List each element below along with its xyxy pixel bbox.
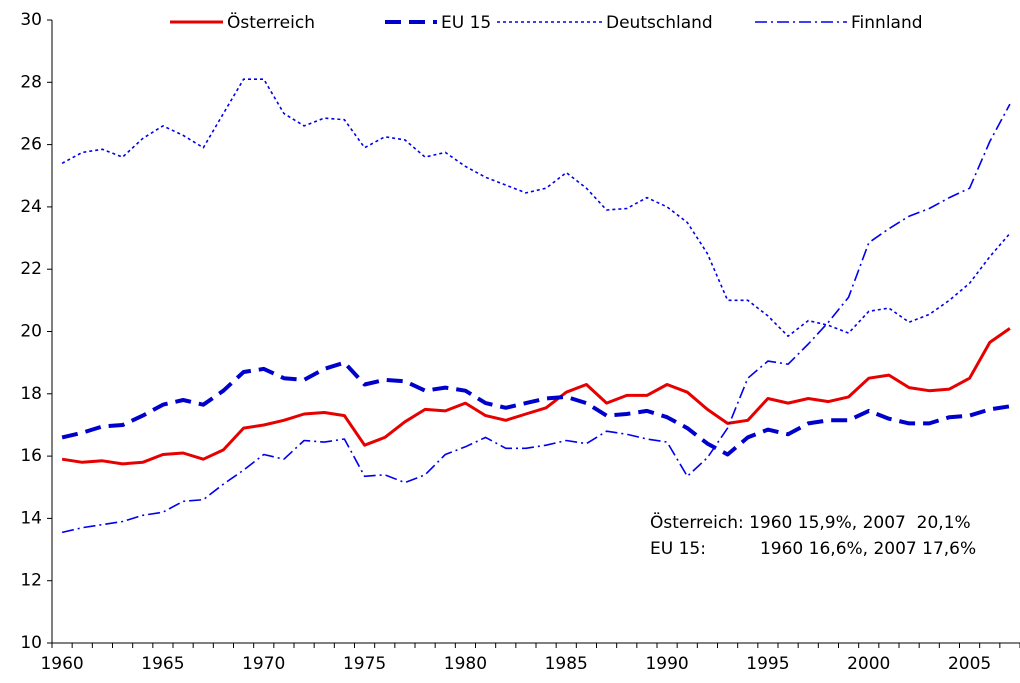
series-line: [61, 360, 1011, 457]
x-tick-label: 1970: [242, 654, 285, 674]
x-tick-label: 1985: [545, 654, 588, 674]
x-tick-label: 1990: [645, 654, 688, 674]
x-tick-label: 2000: [847, 654, 890, 674]
series-line: [61, 103, 1011, 534]
y-tick-label: 18: [20, 384, 42, 404]
x-tick-label: 1980: [444, 654, 487, 674]
series-line: [61, 78, 1011, 337]
y-tick-label: 24: [20, 197, 42, 217]
legend-label: Finnland: [851, 13, 923, 33]
y-tick-label: 22: [20, 259, 42, 279]
x-tick-label: 1975: [343, 654, 386, 674]
x-tick-label: 2005: [948, 654, 991, 674]
legend-label: Österreich: [227, 11, 315, 33]
legend-label: EU 15: [441, 13, 491, 33]
x-tick-label: 1965: [141, 654, 184, 674]
x-tick-label: 1995: [746, 654, 789, 674]
y-tick-label: 30: [20, 10, 42, 30]
y-tick-label: 20: [20, 322, 42, 342]
y-tick-label: 26: [20, 135, 42, 155]
series-line: [61, 327, 1011, 466]
x-tick-label: 1960: [40, 654, 83, 674]
y-tick-label: 14: [20, 508, 42, 528]
annotation: EU 15: 1960 16,6%, 2007 17,6%: [650, 539, 976, 559]
annotation: Österreich: 1960 15,9%, 2007 20,1%: [650, 511, 971, 533]
y-tick-label: 16: [20, 446, 42, 466]
y-tick-label: 12: [20, 571, 42, 591]
y-tick-label: 28: [20, 72, 42, 92]
y-tick-label: 10: [20, 633, 42, 653]
legend-label: Deutschland: [606, 13, 713, 33]
